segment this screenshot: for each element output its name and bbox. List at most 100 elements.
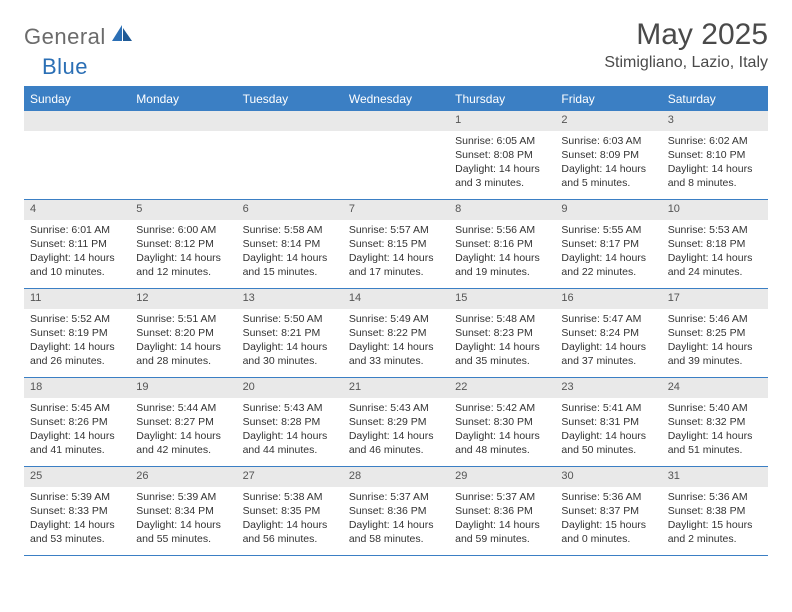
sunset-line: Sunset: 8:32 PM: [668, 415, 762, 429]
daylight-line-2: and 50 minutes.: [561, 443, 655, 457]
sunset-line: Sunset: 8:17 PM: [561, 237, 655, 251]
sunrise-line: Sunrise: 6:01 AM: [30, 223, 124, 237]
daylight-line-1: Daylight: 14 hours: [30, 429, 124, 443]
day-cell: [343, 111, 449, 199]
sunrise-line: Sunrise: 5:39 AM: [30, 490, 124, 504]
sunrise-line: Sunrise: 5:37 AM: [349, 490, 443, 504]
sunrise-line: Sunrise: 5:43 AM: [243, 401, 337, 415]
daylight-line-2: and 58 minutes.: [349, 532, 443, 546]
daylight-line-2: and 3 minutes.: [455, 176, 549, 190]
day-cell: 13Sunrise: 5:50 AMSunset: 8:21 PMDayligh…: [237, 289, 343, 377]
sunset-line: Sunset: 8:26 PM: [30, 415, 124, 429]
day-cell: [130, 111, 236, 199]
daylight-line-2: and 48 minutes.: [455, 443, 549, 457]
day-cell: 27Sunrise: 5:38 AMSunset: 8:35 PMDayligh…: [237, 467, 343, 555]
day-number: 19: [130, 378, 236, 398]
daylight-line-1: Daylight: 14 hours: [136, 251, 230, 265]
day-cell: 7Sunrise: 5:57 AMSunset: 8:15 PMDaylight…: [343, 200, 449, 288]
day-cell: 26Sunrise: 5:39 AMSunset: 8:34 PMDayligh…: [130, 467, 236, 555]
sunrise-line: Sunrise: 5:41 AM: [561, 401, 655, 415]
day-number-empty: [343, 111, 449, 131]
day-number: 27: [237, 467, 343, 487]
day-number: 6: [237, 200, 343, 220]
day-body: Sunrise: 5:51 AMSunset: 8:20 PMDaylight:…: [130, 309, 236, 373]
daylight-line-2: and 2 minutes.: [668, 532, 762, 546]
sunrise-line: Sunrise: 5:43 AM: [349, 401, 443, 415]
day-cell: 14Sunrise: 5:49 AMSunset: 8:22 PMDayligh…: [343, 289, 449, 377]
day-body: Sunrise: 6:05 AMSunset: 8:08 PMDaylight:…: [449, 131, 555, 195]
daylight-line-1: Daylight: 14 hours: [243, 340, 337, 354]
daylight-line-2: and 51 minutes.: [668, 443, 762, 457]
day-cell: [237, 111, 343, 199]
brand-general: General: [24, 24, 106, 50]
sunset-line: Sunset: 8:24 PM: [561, 326, 655, 340]
day-number: 24: [662, 378, 768, 398]
day-number: 15: [449, 289, 555, 309]
sunrise-line: Sunrise: 5:39 AM: [136, 490, 230, 504]
week-row: 1Sunrise: 6:05 AMSunset: 8:08 PMDaylight…: [24, 111, 768, 200]
daylight-line-1: Daylight: 14 hours: [455, 340, 549, 354]
sunrise-line: Sunrise: 5:36 AM: [561, 490, 655, 504]
day-body: Sunrise: 5:53 AMSunset: 8:18 PMDaylight:…: [662, 220, 768, 284]
daylight-line-1: Daylight: 14 hours: [349, 518, 443, 532]
daylight-line-2: and 37 minutes.: [561, 354, 655, 368]
day-cell: 3Sunrise: 6:02 AMSunset: 8:10 PMDaylight…: [662, 111, 768, 199]
weekday-header: Wednesday: [343, 88, 449, 111]
day-body: Sunrise: 5:37 AMSunset: 8:36 PMDaylight:…: [343, 487, 449, 551]
day-cell: 11Sunrise: 5:52 AMSunset: 8:19 PMDayligh…: [24, 289, 130, 377]
day-cell: 6Sunrise: 5:58 AMSunset: 8:14 PMDaylight…: [237, 200, 343, 288]
sunrise-line: Sunrise: 5:48 AM: [455, 312, 549, 326]
day-number: 13: [237, 289, 343, 309]
day-number: 31: [662, 467, 768, 487]
calendar-grid: SundayMondayTuesdayWednesdayThursdayFrid…: [24, 86, 768, 556]
daylight-line-1: Daylight: 14 hours: [30, 340, 124, 354]
daylight-line-1: Daylight: 14 hours: [668, 340, 762, 354]
sunset-line: Sunset: 8:34 PM: [136, 504, 230, 518]
day-body: Sunrise: 6:03 AMSunset: 8:09 PMDaylight:…: [555, 131, 661, 195]
daylight-line-2: and 12 minutes.: [136, 265, 230, 279]
sunset-line: Sunset: 8:10 PM: [668, 148, 762, 162]
day-cell: 5Sunrise: 6:00 AMSunset: 8:12 PMDaylight…: [130, 200, 236, 288]
day-cell: 8Sunrise: 5:56 AMSunset: 8:16 PMDaylight…: [449, 200, 555, 288]
day-cell: 10Sunrise: 5:53 AMSunset: 8:18 PMDayligh…: [662, 200, 768, 288]
sunset-line: Sunset: 8:28 PM: [243, 415, 337, 429]
week-row: 25Sunrise: 5:39 AMSunset: 8:33 PMDayligh…: [24, 467, 768, 556]
daylight-line-2: and 0 minutes.: [561, 532, 655, 546]
daylight-line-1: Daylight: 14 hours: [455, 518, 549, 532]
calendar-page: General May 2025 Stimigliano, Lazio, Ita…: [0, 0, 792, 556]
brand-sail-icon: [110, 23, 134, 48]
daylight-line-2: and 33 minutes.: [349, 354, 443, 368]
day-cell: 1Sunrise: 6:05 AMSunset: 8:08 PMDaylight…: [449, 111, 555, 199]
day-number: 11: [24, 289, 130, 309]
daylight-line-1: Daylight: 14 hours: [455, 251, 549, 265]
daylight-line-2: and 35 minutes.: [455, 354, 549, 368]
day-number: 14: [343, 289, 449, 309]
day-number: 20: [237, 378, 343, 398]
day-cell: 28Sunrise: 5:37 AMSunset: 8:36 PMDayligh…: [343, 467, 449, 555]
day-body: Sunrise: 5:36 AMSunset: 8:38 PMDaylight:…: [662, 487, 768, 551]
daylight-line-2: and 30 minutes.: [243, 354, 337, 368]
sunset-line: Sunset: 8:09 PM: [561, 148, 655, 162]
sunrise-line: Sunrise: 6:00 AM: [136, 223, 230, 237]
day-number: 23: [555, 378, 661, 398]
day-body: Sunrise: 5:36 AMSunset: 8:37 PMDaylight:…: [555, 487, 661, 551]
sunrise-line: Sunrise: 5:36 AM: [668, 490, 762, 504]
sunrise-line: Sunrise: 6:02 AM: [668, 134, 762, 148]
day-number: 18: [24, 378, 130, 398]
day-cell: 23Sunrise: 5:41 AMSunset: 8:31 PMDayligh…: [555, 378, 661, 466]
weekday-header: Friday: [555, 88, 661, 111]
sunset-line: Sunset: 8:11 PM: [30, 237, 124, 251]
sunset-line: Sunset: 8:37 PM: [561, 504, 655, 518]
sunset-line: Sunset: 8:19 PM: [30, 326, 124, 340]
sunrise-line: Sunrise: 5:42 AM: [455, 401, 549, 415]
day-cell: 22Sunrise: 5:42 AMSunset: 8:30 PMDayligh…: [449, 378, 555, 466]
daylight-line-1: Daylight: 14 hours: [243, 251, 337, 265]
day-cell: 4Sunrise: 6:01 AMSunset: 8:11 PMDaylight…: [24, 200, 130, 288]
day-number: 12: [130, 289, 236, 309]
daylight-line-2: and 26 minutes.: [30, 354, 124, 368]
daylight-line-2: and 42 minutes.: [136, 443, 230, 457]
day-cell: [24, 111, 130, 199]
sunrise-line: Sunrise: 6:05 AM: [455, 134, 549, 148]
day-number: 3: [662, 111, 768, 131]
daylight-line-2: and 10 minutes.: [30, 265, 124, 279]
